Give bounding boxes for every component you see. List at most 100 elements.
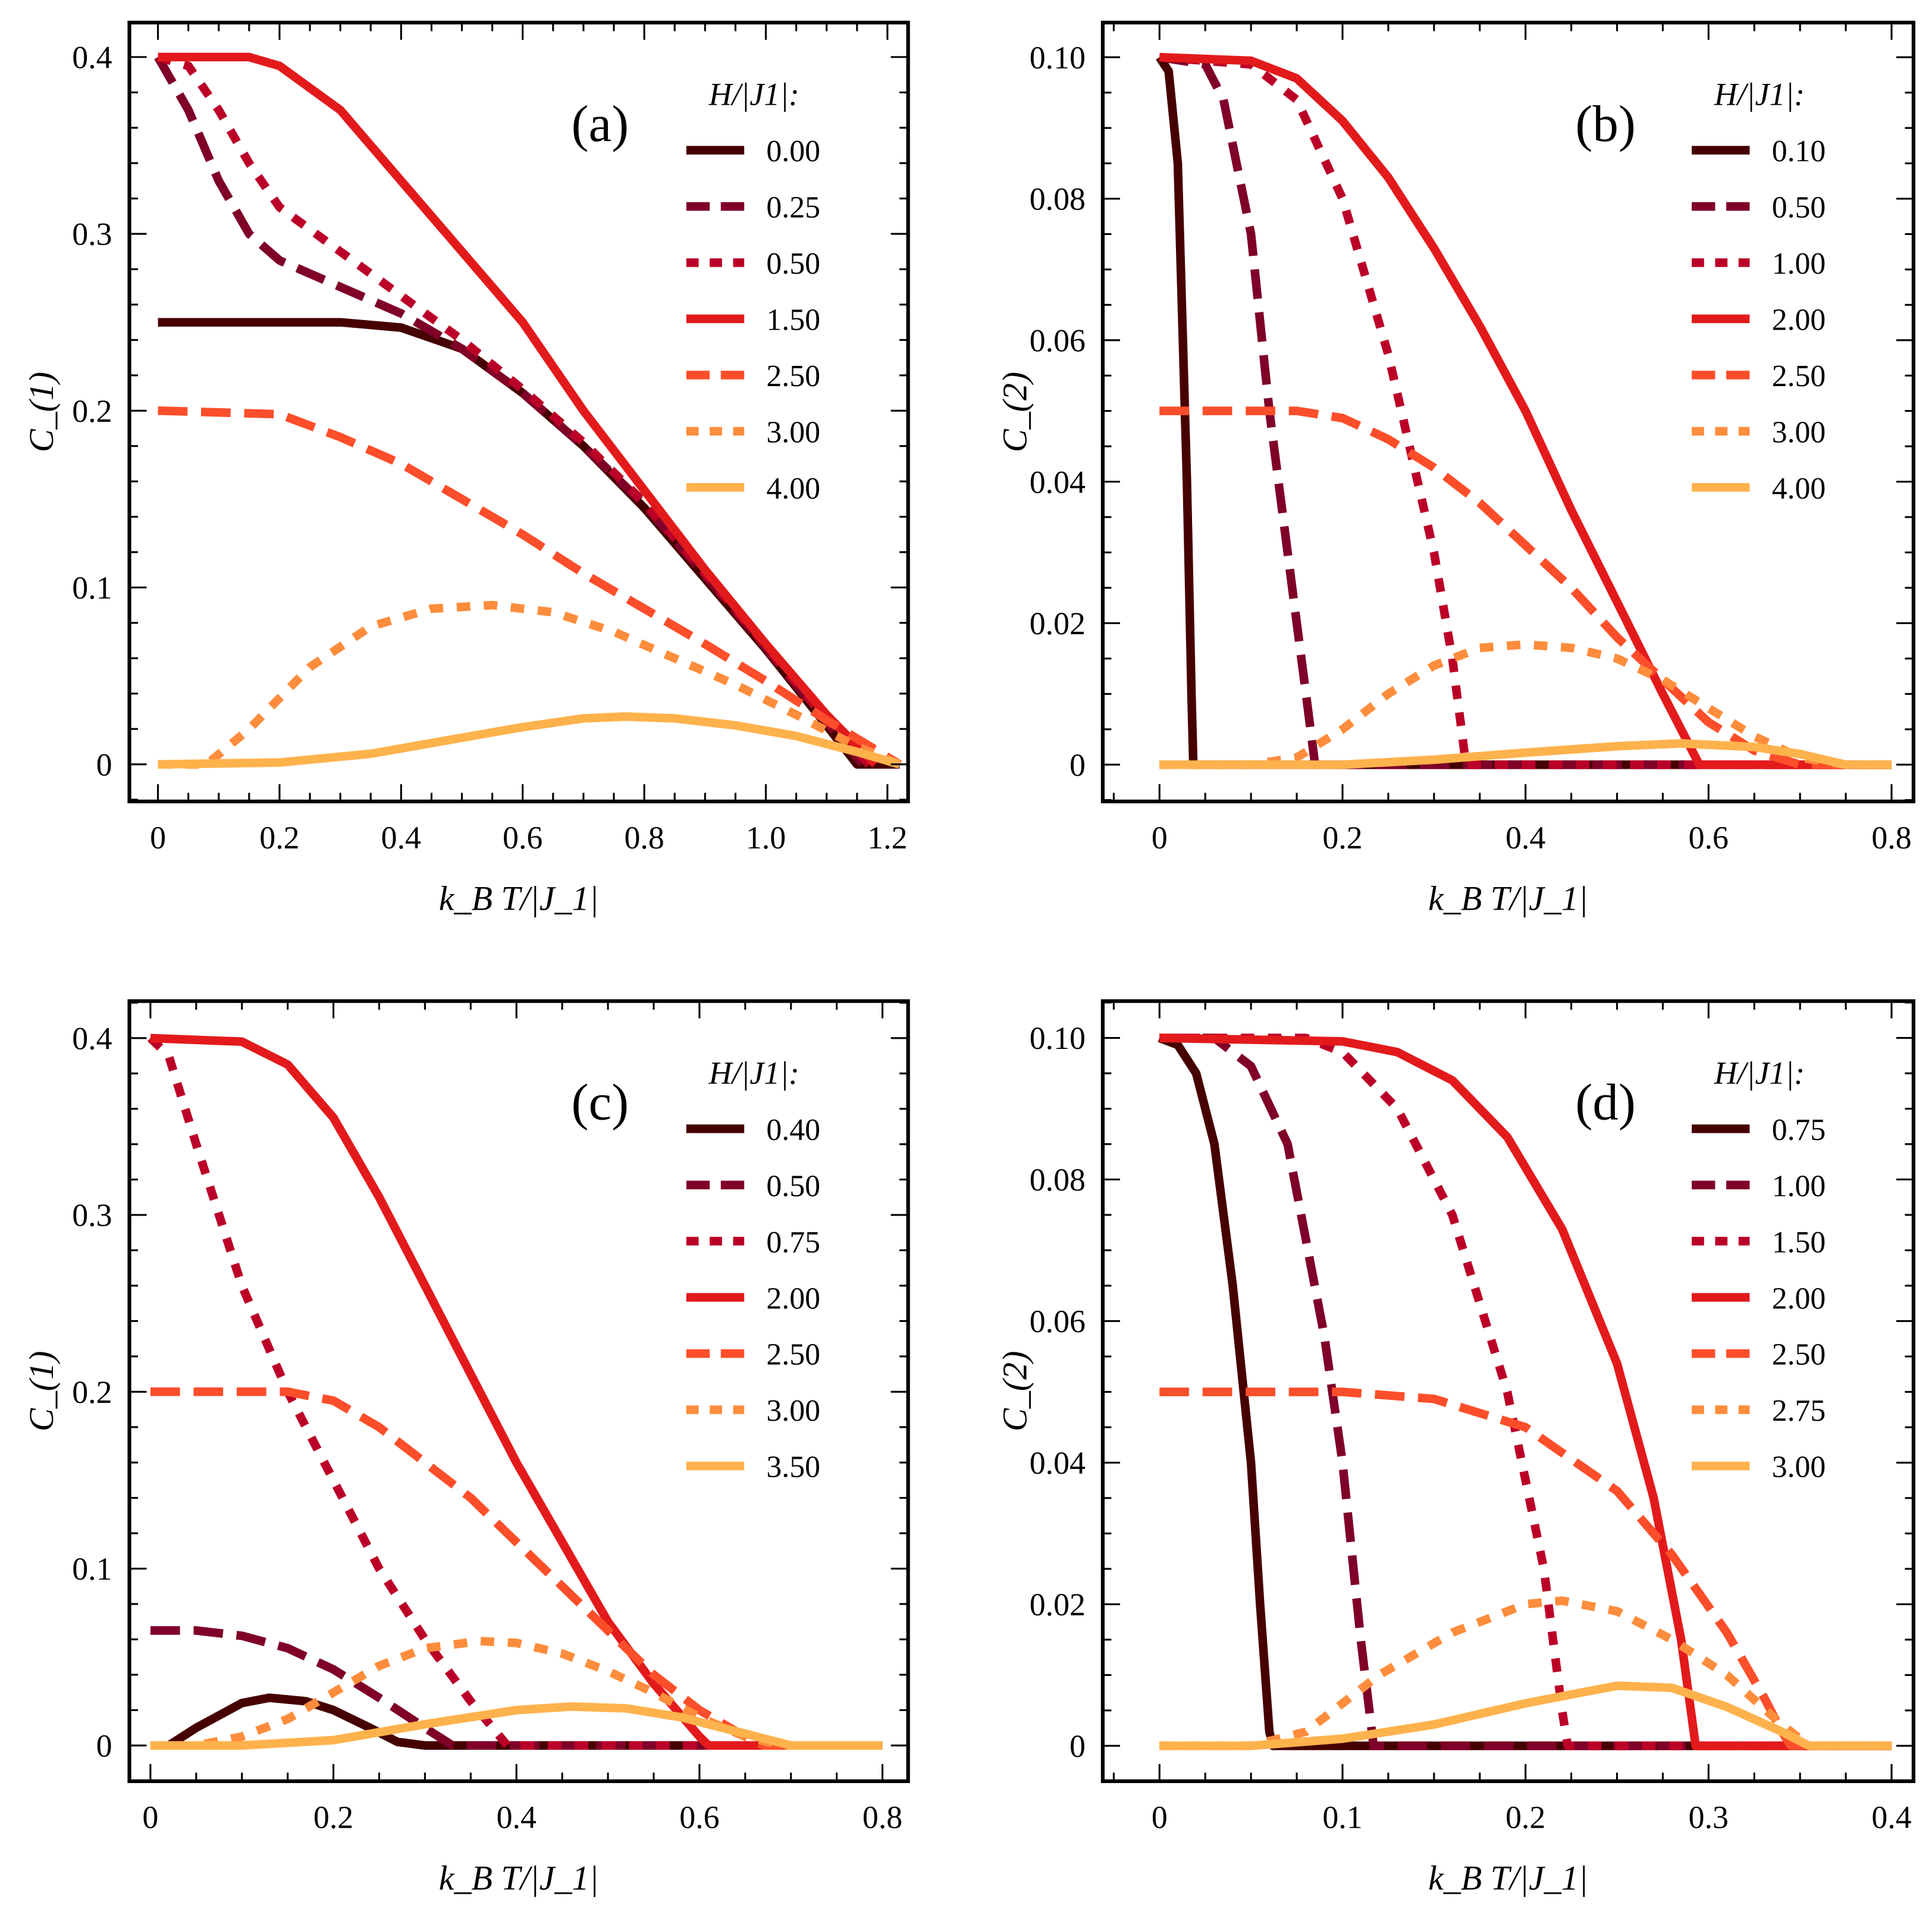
x-tick-label: 0.6: [503, 820, 542, 856]
series-line-2.75: [1159, 1596, 1892, 1750]
legend-label: 0.10: [1772, 134, 1826, 168]
x-tick-label: 0.2: [1322, 820, 1362, 856]
legend-label: 1.50: [766, 303, 820, 337]
series-line-3.00: [1159, 640, 1892, 769]
x-tick-label: 0.3: [1689, 1800, 1729, 1835]
y-axis-label: C_(1): [22, 372, 61, 452]
legend-label: 3.50: [766, 1451, 820, 1484]
panel-label: (c): [572, 1073, 629, 1131]
y-tick-label: 0: [96, 1728, 112, 1763]
legend-label: 0.25: [766, 191, 820, 225]
x-tick-label: 0.4: [497, 1800, 537, 1835]
x-tick-label: 0.6: [1689, 820, 1729, 856]
x-axis-label: k_B T/|J_1|: [439, 879, 599, 917]
y-tick-label: 0.4: [72, 40, 112, 76]
x-tick-label: 0.4: [381, 820, 421, 856]
legend-label: 2.00: [1772, 303, 1826, 337]
panel-a: 0 0.2 0.4 0.6 0.8 1.0 1.2 0 0.1 0.2 0.3 0.4 k_B T/|J…: [22, 20, 910, 917]
plot-frame: [1100, 20, 1916, 804]
y-axis-label: C_(2): [996, 372, 1034, 452]
y-tick-label: 0.08: [1030, 181, 1086, 217]
x-tick-label: 0: [150, 820, 166, 856]
y-tick-label: 0: [96, 747, 112, 782]
y-axis-label: C_(1): [22, 1351, 61, 1431]
series-line-3.00: [1159, 1681, 1892, 1750]
y-tick-label: 0.04: [1030, 1445, 1086, 1481]
legend-label: 1.00: [1772, 247, 1826, 281]
series-line-3.00: [150, 1637, 883, 1750]
y-tick-label: 0.02: [1030, 606, 1086, 641]
panel-d: 0 0.1 0.2 0.3 0.4 0 0.02 0.04 0.06 0.08 0.10 k_B T/…: [996, 999, 1916, 1897]
series-line-0.40: [150, 1693, 883, 1750]
x-tick-label: 0: [1152, 1800, 1168, 1835]
y-tick-label: 0.04: [1030, 464, 1086, 500]
legend-label: 1.00: [1772, 1169, 1826, 1203]
legend-label: 2.00: [1772, 1282, 1826, 1315]
y-tick-label: 0.08: [1030, 1162, 1086, 1198]
y-tick-label: 0.3: [72, 1198, 112, 1233]
legend-label: 3.00: [1772, 415, 1826, 449]
y-tick-label: 0.10: [1030, 40, 1086, 76]
y-tick-label: 0.2: [72, 393, 112, 429]
legend-label: 3.00: [1772, 1451, 1826, 1484]
series-group: [1156, 52, 1892, 769]
legend-label: 0.00: [766, 134, 820, 168]
series-line-2.50: [150, 1387, 883, 1750]
x-tick-label: 0.2: [259, 820, 299, 856]
x-tick-label: 0: [142, 1800, 158, 1835]
y-tick-label: 0.3: [72, 217, 112, 252]
legend-title: H/|J1|:: [708, 77, 799, 112]
panel-c: 0 0.2 0.4 0.6 0.8 0 0.1 0.2 0.3 0.4 k_B T/|J_1| C_(…: [22, 999, 910, 1897]
legend-label: 2.75: [1772, 1394, 1826, 1428]
x-tick-label: 0.8: [862, 1800, 902, 1835]
legend-label: 2.50: [766, 1338, 820, 1372]
series-line-2.50: [158, 406, 902, 768]
panel-label: (a): [572, 95, 629, 152]
legend-label: 4.00: [1772, 472, 1826, 506]
legend-label: 2.50: [1772, 1338, 1826, 1372]
x-tick-label: 0.8: [1871, 820, 1911, 856]
y-tick-label: 0.10: [1030, 1020, 1086, 1056]
series-line-4.00: [1159, 739, 1892, 769]
legend-label: 3.00: [766, 1394, 820, 1428]
legend-label: 0.40: [766, 1113, 820, 1147]
panel-label: (d): [1575, 1073, 1635, 1131]
legend-label: 3.00: [766, 415, 820, 449]
legend-title: H/|J1|:: [1714, 77, 1805, 112]
series-line-1.00: [1159, 52, 1892, 769]
plot-frame: [127, 20, 910, 804]
panel-b: 0 0.2 0.4 0.6 0.8 0 0.02 0.04 0.06 0.08 0.10 k_B T/…: [996, 20, 1916, 917]
series-group: [154, 52, 902, 769]
y-tick-label: 0: [1070, 1728, 1086, 1764]
y-tick-label: 0.4: [72, 1020, 112, 1056]
series-line-1.00: [1159, 1033, 1892, 1750]
legend-label: 4.00: [766, 472, 820, 506]
x-tick-label: 0.6: [679, 1800, 719, 1835]
legend-label: 0.50: [766, 1169, 820, 1203]
panel-label: (b): [1575, 95, 1635, 152]
legend-title: H/|J1|:: [1714, 1055, 1805, 1091]
x-tick-label: 1.0: [746, 820, 786, 856]
legend-label: 0.75: [1772, 1113, 1826, 1147]
series-group: [147, 1033, 883, 1750]
y-tick-label: 0.06: [1030, 322, 1086, 358]
y-tick-label: 0.1: [72, 570, 112, 606]
x-tick-label: 0: [1152, 820, 1168, 856]
series-line-3.00: [158, 600, 902, 769]
series-line-0.50: [150, 1626, 883, 1750]
legend-label: 1.50: [1772, 1226, 1826, 1260]
series-line-1.50: [158, 52, 879, 767]
x-tick-label: 0.2: [1506, 1800, 1545, 1835]
legend-label: 0.75: [766, 1226, 820, 1260]
series-line-2.00: [150, 1033, 883, 1750]
x-tick-label: 0.4: [1871, 1800, 1911, 1835]
legend-title: H/|J1|:: [708, 1055, 799, 1091]
y-tick-label: 0.06: [1030, 1304, 1086, 1339]
y-tick-label: 0.1: [72, 1551, 112, 1587]
plot-frame: [127, 999, 910, 1783]
x-tick-label: 0.8: [624, 820, 664, 856]
legend-label: 0.50: [766, 247, 820, 281]
series-group: [1158, 1033, 1892, 1750]
plot-frame: [1100, 999, 1916, 1783]
x-tick-label: 0.1: [1322, 1800, 1362, 1835]
